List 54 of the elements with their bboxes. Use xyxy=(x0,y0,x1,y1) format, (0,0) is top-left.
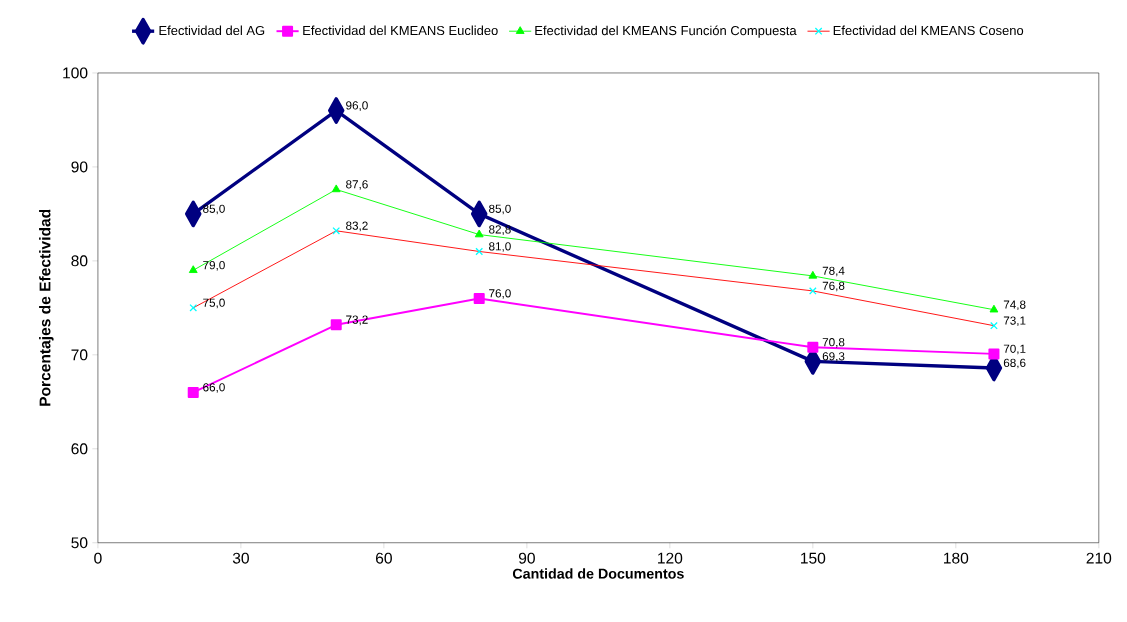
data-label: 82,8 xyxy=(489,225,511,236)
x-tick-label: 90 xyxy=(518,552,535,564)
point xyxy=(808,271,818,279)
data-label: 69,3 xyxy=(822,352,845,363)
data-label: 73,1 xyxy=(1003,316,1026,327)
data-label: 78,4 xyxy=(822,266,845,277)
point xyxy=(474,229,484,238)
y-tick-label: 60 xyxy=(71,443,88,455)
legend-label: Efectividad del KMEANS Euclideo xyxy=(303,25,498,36)
data-label: 83,2 xyxy=(346,221,368,232)
legend-label: Efectividad del AG xyxy=(159,25,265,36)
point xyxy=(332,227,341,235)
data-label: 85,0 xyxy=(203,204,225,215)
y-tick-label: 90 xyxy=(71,161,88,173)
y-tick-label: 100 xyxy=(63,67,88,79)
y-tick-label: 80 xyxy=(71,255,88,267)
point xyxy=(808,287,817,296)
x-tick-label: 0 xyxy=(94,552,102,564)
point xyxy=(990,322,998,330)
point xyxy=(475,247,484,256)
data-label: 70,8 xyxy=(822,338,845,348)
x-tick-label: 30 xyxy=(232,552,249,564)
point xyxy=(187,387,199,399)
point xyxy=(189,304,198,312)
point xyxy=(807,342,819,354)
x-tick-label: 150 xyxy=(801,552,826,564)
point xyxy=(989,304,999,313)
data-label: 87,6 xyxy=(346,180,368,191)
x-tick-label: 60 xyxy=(376,552,392,564)
data-label: 70,1 xyxy=(1003,344,1026,355)
data-label: 96,0 xyxy=(346,101,368,112)
legend-label: Efectividad del KMEANS Función Compuesta xyxy=(535,25,797,38)
point xyxy=(473,293,485,305)
x-tick-label: 210 xyxy=(1086,552,1112,564)
x-axis-title: Cantidad de Documentos xyxy=(512,568,684,579)
y-axis-title: Porcentajes de Efectividad xyxy=(39,210,54,407)
x-tick-label: 120 xyxy=(658,552,683,564)
data-label: 68,6 xyxy=(1003,358,1026,369)
data-label: 66,0 xyxy=(203,383,225,394)
legend-label: Efectividad del KMEANS Coseno xyxy=(833,25,1024,36)
x-tick-label: 180 xyxy=(944,552,969,564)
point xyxy=(988,348,1000,360)
data-label: 76,0 xyxy=(489,289,511,300)
data-label: 85,0 xyxy=(489,204,511,215)
point xyxy=(331,184,341,193)
data-label: 76,8 xyxy=(822,281,845,292)
point xyxy=(188,265,198,274)
data-label: 74,8 xyxy=(1003,300,1026,311)
y-tick-label: 50 xyxy=(71,537,88,549)
data-label: 79,0 xyxy=(203,261,225,271)
y-tick-label: 70 xyxy=(71,349,88,361)
data-label: 75,0 xyxy=(203,298,225,309)
data-label: 81,0 xyxy=(489,242,511,253)
point xyxy=(330,319,342,331)
